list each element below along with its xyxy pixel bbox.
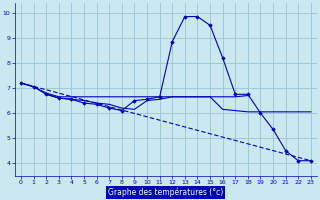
X-axis label: Graphe des températures (°c): Graphe des températures (°c) [108, 188, 224, 197]
